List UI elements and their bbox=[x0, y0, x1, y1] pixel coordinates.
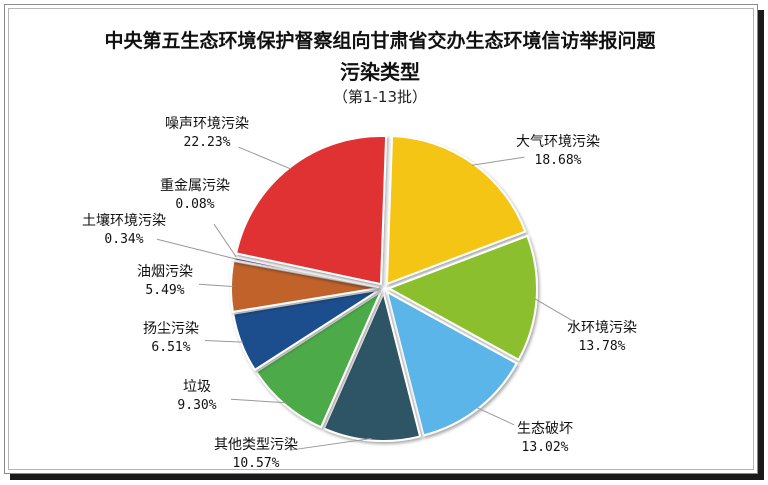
leader-line bbox=[534, 298, 573, 322]
slice-value-label: 6.51% bbox=[151, 340, 190, 355]
slice-value-label: 13.78% bbox=[579, 339, 626, 354]
slice-value-label: 13.02% bbox=[522, 440, 569, 455]
slice-value-label: 5.49% bbox=[145, 283, 184, 298]
leader-line bbox=[476, 407, 515, 426]
slice-label: 其他类型污染 bbox=[214, 437, 298, 453]
pie-slice bbox=[322, 289, 422, 442]
slice-label: 垃圾 bbox=[183, 379, 211, 395]
leader-line bbox=[230, 398, 286, 404]
pie-slice bbox=[254, 289, 384, 429]
leader-line bbox=[198, 283, 234, 287]
slice-label: 扬尘污染 bbox=[143, 321, 199, 337]
leader-line bbox=[156, 238, 236, 260]
slice-value-label: 18.68% bbox=[535, 153, 582, 168]
leader-line bbox=[289, 437, 372, 451]
pie-slice bbox=[385, 289, 519, 437]
pie-slice bbox=[385, 134, 527, 286]
slice-value-label: 10.57% bbox=[233, 456, 280, 471]
slice-label: 水环境污染 bbox=[567, 320, 637, 336]
chart-title: 中央第五生态环境保护督察组向甘肃省交办生态环境信访举报问题 bbox=[104, 30, 656, 52]
slice-label: 生态破坏 bbox=[517, 421, 573, 437]
slice-value-label: 9.30% bbox=[177, 398, 216, 413]
chart-frame-inner bbox=[8, 8, 754, 470]
chart-note: （第1-13批） bbox=[332, 88, 428, 106]
slice-label: 大气环境污染 bbox=[516, 134, 600, 150]
chart-subtitle: 污染类型 bbox=[340, 60, 420, 84]
pie-slice bbox=[234, 135, 388, 286]
leader-line bbox=[471, 156, 525, 166]
slice-value-label: 0.34% bbox=[104, 232, 143, 247]
slice-value-label: 0.08% bbox=[175, 197, 214, 212]
slice-label: 噪声环境污染 bbox=[165, 116, 249, 132]
leader-line bbox=[204, 339, 244, 343]
slice-label: 土壤环境污染 bbox=[82, 212, 166, 229]
slice-label: 油烟污染 bbox=[137, 264, 193, 280]
leader-line bbox=[213, 223, 237, 258]
pie-slice bbox=[232, 288, 380, 372]
leader-line bbox=[238, 146, 292, 170]
slice-value-label: 22.23% bbox=[184, 135, 231, 150]
pie-slice bbox=[232, 255, 380, 288]
pie-slice bbox=[386, 234, 538, 362]
slice-label: 重金属污染 bbox=[160, 178, 230, 194]
